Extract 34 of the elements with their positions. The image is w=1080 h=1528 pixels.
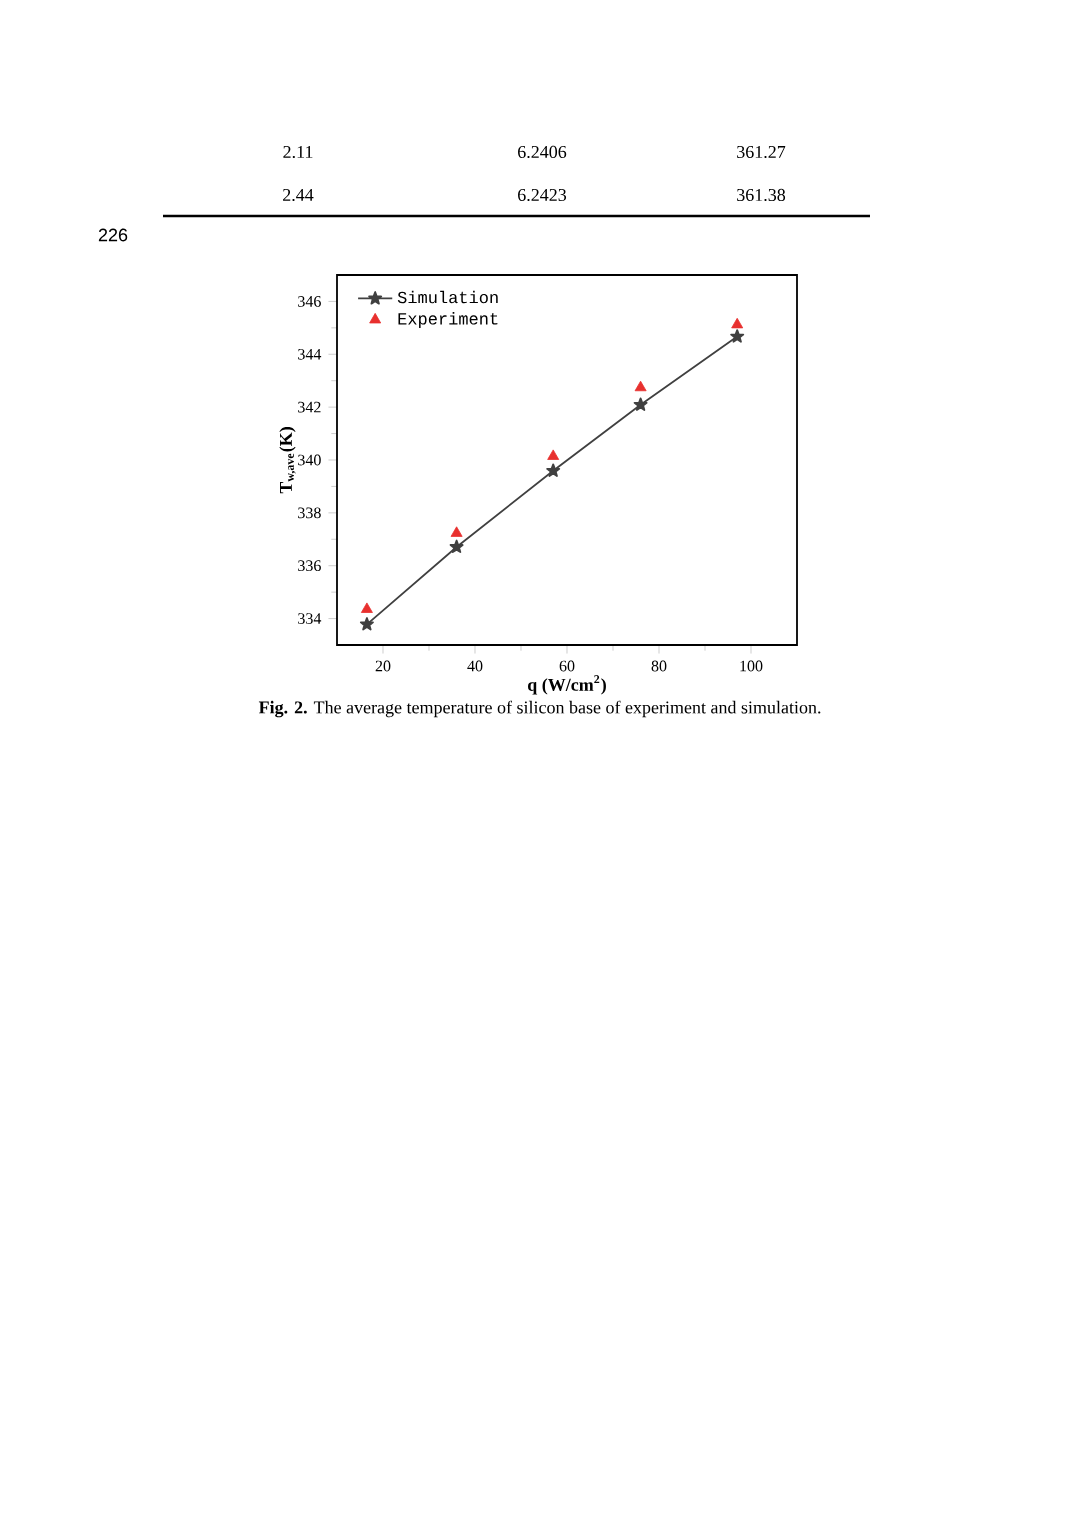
text: Fig. 2. The average temperature of silicon base of experiment and simulation. [258,700,821,718]
text: 226 [98,228,128,242]
legend-label: Experiment [398,312,498,328]
y-tick-label: 340 [298,454,321,466]
legend-label: Simulation [397,290,498,304]
point [634,380,647,392]
point [730,329,745,343]
point [731,317,744,329]
y-tick-label: 334 [298,613,322,624]
y-tick-label: 342 [298,401,321,413]
text: 361.38 [737,188,786,202]
x-tick-label: 40 [467,660,483,672]
x-tick-label: 100 [740,660,763,672]
x-tick-label: 80 [651,660,667,672]
text: 2.11 [283,145,313,159]
y-tick-label: 338 [298,507,321,519]
x-axis-title: q (W/cm$^{2}$) [528,675,606,695]
point [359,617,374,631]
x-tick-label: 60 [559,660,575,672]
text: 6.2423 [518,188,567,202]
y-tick-label: 346 [298,296,321,307]
point [547,449,560,460]
y-tick-label: 344 [298,348,322,360]
text: 361.27 [737,145,786,159]
text: 2.44 [283,188,314,202]
point [450,526,463,537]
text: 6.2406 [518,145,567,159]
point [546,463,561,477]
y-axis-title: T$_{w,ave}$(K) [279,427,296,494]
point [449,539,464,554]
point [360,602,373,613]
point [633,397,648,411]
x-tick-label: 20 [375,660,391,672]
y-tick-label: 336 [298,560,321,572]
